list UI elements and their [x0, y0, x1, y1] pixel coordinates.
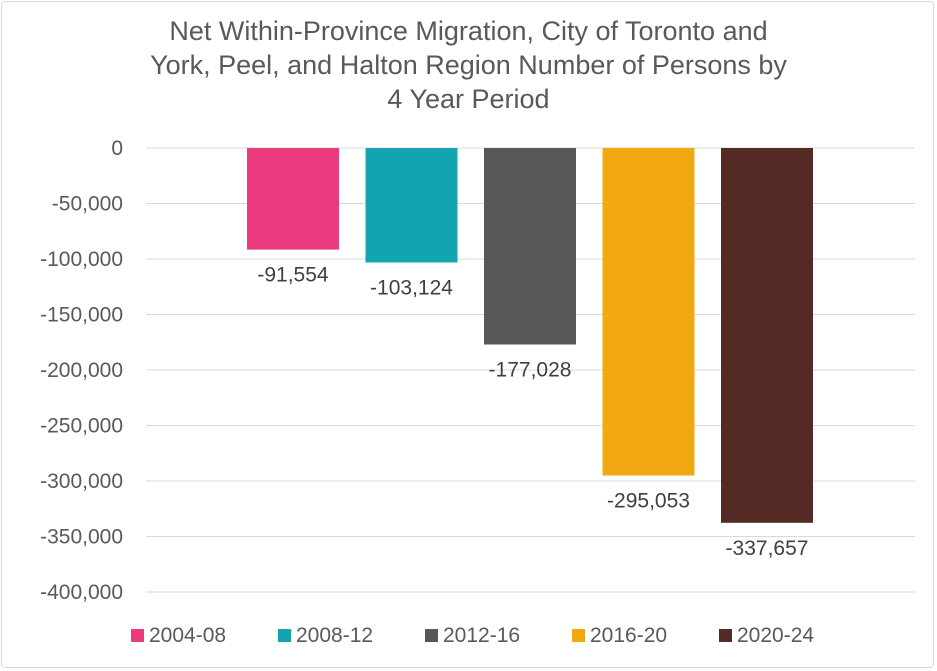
legend-label-2008-12: 2008-12 — [296, 624, 373, 647]
y-tick-label: -200,000 — [40, 359, 123, 382]
bar-2004-08 — [247, 148, 339, 250]
data-label-2020-24: -337,657 — [726, 537, 809, 560]
data-label-2016-20: -295,053 — [607, 490, 690, 513]
y-tick-label: -300,000 — [40, 470, 123, 493]
legend-swatch-2016-20 — [572, 629, 585, 642]
legend-label-2020-24: 2020-24 — [737, 624, 814, 647]
data-labels: -91,554 -103,124 -177,028 -295,053 -337,657 — [257, 264, 808, 560]
y-axis-tick-labels: 0 -50,000 -100,000 -150,000 -200,000 -250,000… — [40, 137, 123, 604]
y-tick-label: -350,000 — [40, 526, 123, 549]
y-tick-label: -100,000 — [40, 248, 123, 271]
legend: 2004-08 2008-12 2012-16 2016-20 2020-24 — [131, 624, 814, 647]
data-label-2012-16: -177,028 — [489, 359, 572, 382]
legend-label-2016-20: 2016-20 — [590, 624, 667, 647]
chart-title: Net Within-Province Migration, City of T… — [0, 14, 937, 116]
y-tick-label: -50,000 — [52, 193, 123, 216]
legend-swatch-2008-12 — [278, 629, 291, 642]
chart-title-line-2: York, Peel, and Halton Region Number of … — [150, 50, 787, 80]
bar-2008-12 — [365, 148, 458, 263]
y-tick-label: -150,000 — [40, 304, 123, 327]
y-tick-label: -400,000 — [40, 581, 123, 604]
bars — [247, 148, 813, 523]
y-tick-label: -250,000 — [40, 415, 123, 438]
data-label-2008-12: -103,124 — [370, 276, 453, 299]
y-tick-label: 0 — [111, 137, 123, 160]
legend-swatch-2020-24 — [719, 629, 732, 642]
bar-2020-24 — [721, 148, 813, 523]
bar-2012-16 — [484, 148, 576, 345]
legend-label-2012-16: 2012-16 — [443, 624, 520, 647]
chart-title-line-1: Net Within-Province Migration, City of T… — [169, 16, 768, 46]
chart-title-line-3: 4 Year Period — [387, 84, 550, 114]
legend-swatch-2012-16 — [425, 629, 438, 642]
legend-label-2004-08: 2004-08 — [149, 624, 226, 647]
data-label-2004-08: -91,554 — [257, 264, 329, 287]
legend-swatch-2004-08 — [131, 629, 144, 642]
bar-2016-20 — [602, 148, 695, 476]
